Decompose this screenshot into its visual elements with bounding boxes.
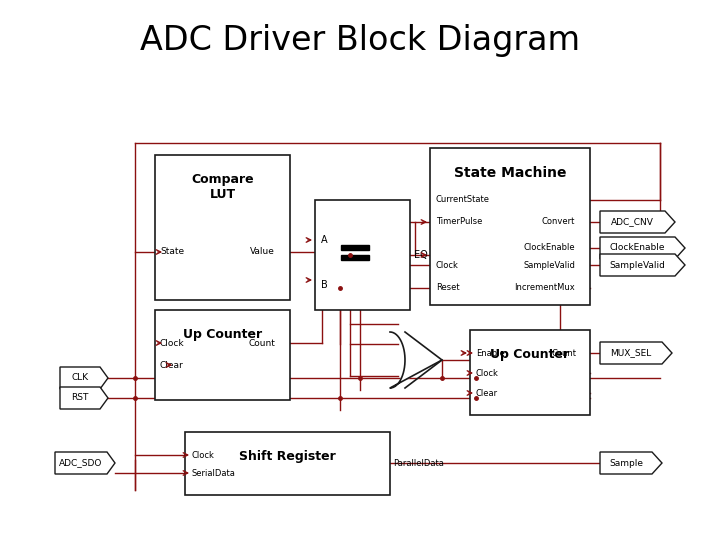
Bar — [155, 155, 290, 300]
Bar — [470, 330, 590, 415]
Text: Clear: Clear — [160, 361, 184, 369]
Text: ADC Driver Block Diagram: ADC Driver Block Diagram — [140, 24, 580, 57]
Bar — [341, 255, 369, 260]
Text: A: A — [321, 235, 328, 245]
Text: TimerPulse: TimerPulse — [436, 218, 482, 226]
Text: Value: Value — [250, 247, 275, 256]
Bar — [155, 310, 290, 400]
Text: Clear: Clear — [476, 388, 498, 397]
Text: ParallelData: ParallelData — [393, 458, 444, 468]
Bar — [315, 200, 410, 310]
Text: State: State — [160, 247, 184, 256]
Text: Convert: Convert — [541, 218, 575, 226]
Text: Clock: Clock — [160, 339, 184, 348]
Polygon shape — [55, 452, 115, 474]
Text: SampleValid: SampleValid — [610, 260, 665, 269]
Polygon shape — [600, 452, 662, 474]
Text: B: B — [321, 280, 328, 290]
Text: Clock: Clock — [192, 450, 215, 460]
Polygon shape — [600, 237, 685, 259]
Text: Reset: Reset — [436, 284, 459, 293]
Polygon shape — [600, 254, 685, 276]
Polygon shape — [600, 342, 672, 364]
Text: MUX_SEL: MUX_SEL — [611, 348, 652, 357]
Text: CurrentState: CurrentState — [436, 195, 490, 205]
Text: Up Counter: Up Counter — [490, 348, 570, 361]
Text: Up Counter: Up Counter — [183, 328, 262, 341]
Polygon shape — [600, 211, 675, 233]
Text: IncrementMux: IncrementMux — [514, 284, 575, 293]
Text: CLK: CLK — [71, 374, 89, 382]
Bar — [430, 148, 590, 305]
Bar — [185, 432, 390, 495]
Text: ClockEnable: ClockEnable — [523, 244, 575, 253]
Text: Sample: Sample — [609, 458, 643, 468]
Text: EQ: EQ — [414, 250, 428, 260]
Polygon shape — [60, 367, 108, 389]
Text: Clock: Clock — [476, 368, 499, 377]
Text: Count: Count — [552, 348, 577, 357]
Text: SampleValid: SampleValid — [523, 260, 575, 269]
Text: Clock: Clock — [436, 260, 459, 269]
Text: State Machine: State Machine — [454, 166, 566, 180]
Text: Compare
LUT: Compare LUT — [192, 173, 254, 201]
Bar — [341, 245, 369, 250]
Text: Count: Count — [248, 339, 275, 348]
Text: ClockEnable: ClockEnable — [610, 244, 665, 253]
Polygon shape — [60, 387, 108, 409]
Text: RST: RST — [71, 394, 89, 402]
Text: Enable: Enable — [476, 348, 505, 357]
Polygon shape — [390, 332, 442, 388]
Text: SerialData: SerialData — [192, 469, 236, 477]
Text: Shift Register: Shift Register — [239, 450, 336, 463]
Text: ADC_CNV: ADC_CNV — [611, 218, 654, 226]
Text: ADC_SDO: ADC_SDO — [59, 458, 103, 468]
